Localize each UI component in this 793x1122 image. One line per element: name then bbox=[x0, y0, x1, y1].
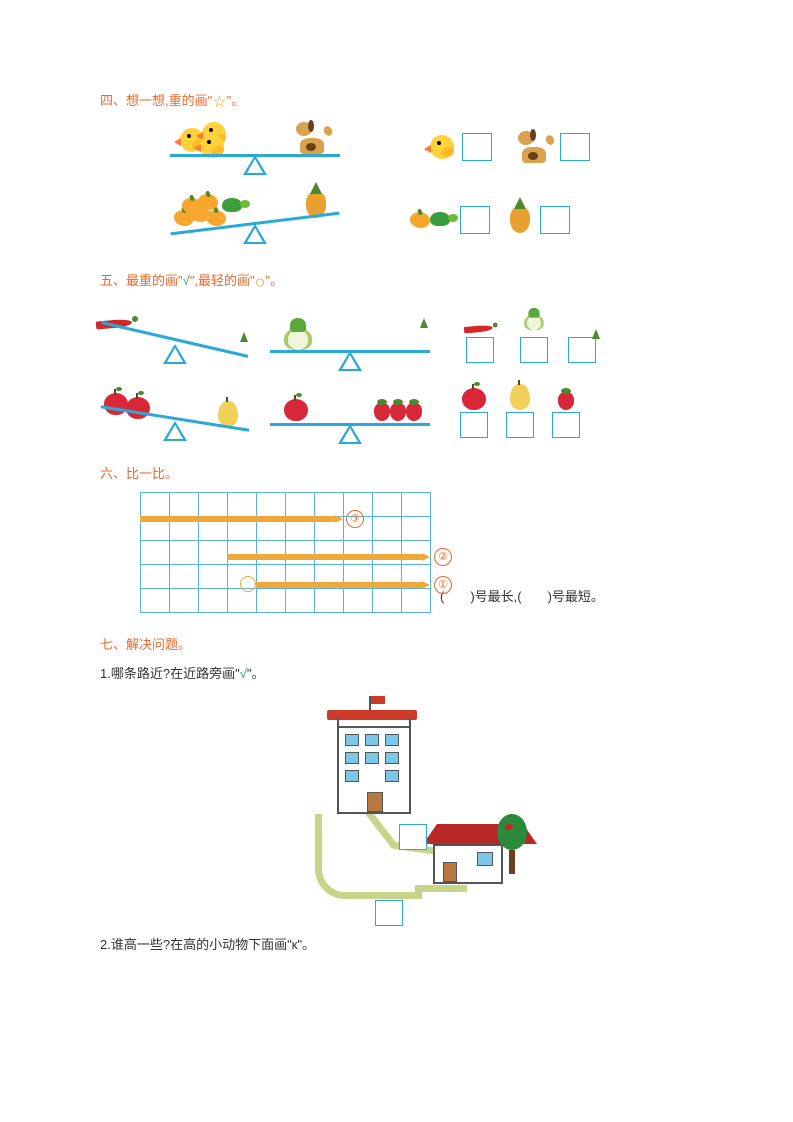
apple-icon bbox=[126, 397, 150, 419]
q4-row1 bbox=[170, 122, 693, 172]
q7-heading: 七、解决问题。 bbox=[100, 634, 693, 653]
circle-icon: ○ bbox=[255, 272, 266, 293]
seesaw-fulcrum bbox=[338, 424, 362, 444]
building-icon bbox=[327, 704, 417, 814]
answer-box[interactable] bbox=[506, 412, 534, 438]
q7-scene bbox=[267, 694, 527, 924]
q5-seesaw-3 bbox=[100, 393, 250, 441]
cabbage-icon bbox=[278, 318, 318, 350]
strawberry-icon bbox=[558, 392, 574, 410]
tree-icon bbox=[497, 814, 527, 874]
strawberry-icon bbox=[390, 403, 406, 421]
q7-sub1: 1.哪条路近?在近路旁画"√"。 bbox=[100, 663, 693, 682]
q5-answer-group bbox=[460, 388, 488, 441]
seesaw-fulcrum bbox=[163, 344, 187, 364]
tick-icon: √ bbox=[183, 273, 190, 288]
q5-heading-post: "。 bbox=[265, 273, 283, 288]
dog-icon bbox=[518, 131, 552, 163]
q5-seesaw-4 bbox=[270, 393, 430, 441]
seesaw-fulcrum bbox=[338, 351, 362, 371]
question-5: 五、最重的画"√",最轻的画"○"。 bbox=[100, 270, 693, 441]
pear-icon bbox=[510, 384, 530, 410]
q5-answer-group bbox=[552, 392, 580, 441]
q7-sub1-pre: 1.哪条路近?在近路旁画" bbox=[100, 666, 240, 681]
question-6: 六、比一比。 ③ ② ① ( )号最长,( )号最短。 bbox=[100, 463, 693, 612]
q5-heading: 五、最重的画"√",最轻的画"○"。 bbox=[100, 270, 693, 293]
q5-row2 bbox=[100, 384, 693, 441]
answer-box[interactable] bbox=[462, 133, 492, 161]
turtle-icon bbox=[426, 210, 454, 230]
q5-row1 bbox=[100, 303, 693, 366]
answer-box-path-b[interactable] bbox=[399, 824, 427, 850]
star-icon: ☆ bbox=[212, 92, 226, 112]
q5-answer-group bbox=[460, 323, 500, 366]
q7-sub1-post: "。 bbox=[247, 666, 265, 681]
q4-heading-pre: 四、想一想,重的画" bbox=[100, 93, 212, 108]
question-4: 四、想一想,重的画"☆"。 bbox=[100, 90, 693, 248]
apple-icon bbox=[284, 399, 308, 421]
q6-grid: ③ ② ① bbox=[140, 492, 430, 612]
answer-box[interactable] bbox=[460, 206, 490, 234]
q5-heading-mid: ",最轻的画" bbox=[190, 273, 255, 288]
q5-answer-group bbox=[514, 303, 554, 366]
q5-heading-pre: 五、最重的画" bbox=[100, 273, 183, 288]
q4-seesaw-1 bbox=[170, 122, 340, 172]
chili-icon bbox=[464, 324, 496, 334]
pear-icon bbox=[218, 401, 238, 427]
answer-box[interactable] bbox=[560, 133, 590, 161]
strawberry-icon bbox=[374, 403, 390, 421]
answer-box[interactable] bbox=[520, 337, 548, 363]
seesaw-fulcrum bbox=[243, 155, 267, 175]
pineapple-icon bbox=[510, 207, 530, 233]
answer-box[interactable] bbox=[460, 412, 488, 438]
answer-box-path-a[interactable] bbox=[375, 900, 403, 926]
label-3: ③ bbox=[346, 510, 364, 528]
q5-answer-group bbox=[506, 384, 534, 441]
apple-icon bbox=[462, 388, 486, 410]
answer-box[interactable] bbox=[552, 412, 580, 438]
cabbage-icon bbox=[520, 308, 548, 330]
q4-heading: 四、想一想,重的画"☆"。 bbox=[100, 90, 693, 112]
seesaw-fulcrum bbox=[163, 421, 187, 441]
pencil-3 bbox=[140, 516, 335, 522]
question-7: 七、解决问题。 1.哪条路近?在近路旁画"√"。 bbox=[100, 634, 693, 953]
strawberry-icon bbox=[406, 403, 422, 421]
q5-answer-group bbox=[568, 335, 596, 366]
pencil-1 bbox=[256, 582, 422, 588]
q6-heading: 六、比一比。 bbox=[100, 463, 693, 482]
dog-icon bbox=[296, 122, 330, 154]
q4-heading-post: "。 bbox=[227, 93, 245, 108]
path-a bbox=[415, 885, 467, 892]
pencil-2 bbox=[227, 554, 422, 560]
q6-blank-text[interactable]: ( )号最长,( )号最短。 bbox=[440, 586, 604, 605]
q5-seesaw-2 bbox=[270, 318, 430, 366]
q7-sub2: 2.谁高一些?在高的小动物下面画"к"。 bbox=[100, 934, 693, 953]
answer-box[interactable] bbox=[568, 337, 596, 363]
pencil-eraser-icon bbox=[240, 576, 256, 592]
mango-icon bbox=[198, 194, 218, 210]
chick-icon bbox=[430, 135, 454, 159]
answer-box[interactable] bbox=[540, 206, 570, 234]
answer-box[interactable] bbox=[466, 337, 494, 363]
turtle-icon bbox=[218, 196, 246, 216]
seesaw-fulcrum bbox=[243, 224, 267, 244]
q4-seesaw-2 bbox=[170, 192, 340, 248]
q4-row2 bbox=[170, 192, 693, 248]
label-2: ② bbox=[434, 548, 452, 566]
tick-icon: √ bbox=[240, 666, 247, 681]
label-1: ① bbox=[434, 576, 452, 594]
q5-seesaw-1 bbox=[100, 318, 250, 366]
